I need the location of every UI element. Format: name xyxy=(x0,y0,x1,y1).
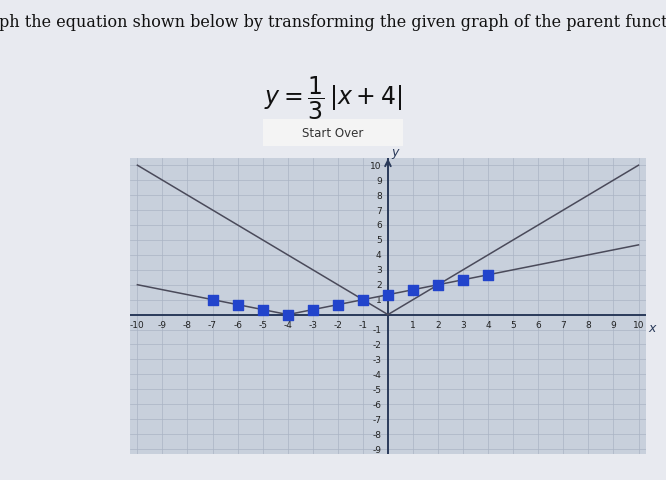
Text: 1: 1 xyxy=(410,320,416,329)
Text: 10: 10 xyxy=(370,161,382,170)
Text: 6: 6 xyxy=(535,320,541,329)
Point xyxy=(282,311,293,319)
Text: 2: 2 xyxy=(376,281,382,289)
Text: 2: 2 xyxy=(436,320,441,329)
Point xyxy=(408,286,418,294)
Text: -2: -2 xyxy=(334,320,342,329)
Text: 4: 4 xyxy=(376,251,382,260)
Text: Graph the equation shown below by transforming the given graph of the parent fun: Graph the equation shown below by transf… xyxy=(0,14,666,31)
Text: -10: -10 xyxy=(130,320,145,329)
Text: -9: -9 xyxy=(158,320,167,329)
Text: -3: -3 xyxy=(308,320,317,329)
Text: -4: -4 xyxy=(283,320,292,329)
Text: -1: -1 xyxy=(358,320,368,329)
Text: 7: 7 xyxy=(376,206,382,215)
Point xyxy=(308,306,318,314)
Point xyxy=(358,296,368,304)
Text: 9: 9 xyxy=(376,176,382,185)
Text: 3: 3 xyxy=(460,320,466,329)
Text: 5: 5 xyxy=(376,236,382,245)
Text: 3: 3 xyxy=(376,266,382,275)
Point xyxy=(232,301,243,309)
Text: -6: -6 xyxy=(233,320,242,329)
Text: 6: 6 xyxy=(376,221,382,230)
Text: 9: 9 xyxy=(611,320,616,329)
Text: x: x xyxy=(649,322,656,335)
Text: -7: -7 xyxy=(208,320,217,329)
Point xyxy=(433,281,444,289)
Text: y: y xyxy=(391,145,398,158)
Text: 4: 4 xyxy=(486,320,491,329)
Text: -7: -7 xyxy=(373,415,382,424)
Text: -9: -9 xyxy=(373,444,382,454)
Text: -4: -4 xyxy=(373,370,382,379)
Point xyxy=(458,276,468,284)
Text: -3: -3 xyxy=(373,355,382,364)
Point xyxy=(257,306,268,314)
Text: -8: -8 xyxy=(373,430,382,439)
Text: -6: -6 xyxy=(373,400,382,409)
Point xyxy=(207,296,218,304)
Text: -5: -5 xyxy=(373,385,382,394)
Text: $y = \dfrac{1}{3}\,|x+4|$: $y = \dfrac{1}{3}\,|x+4|$ xyxy=(264,74,402,121)
Text: -1: -1 xyxy=(373,325,382,335)
Text: 8: 8 xyxy=(585,320,591,329)
FancyBboxPatch shape xyxy=(252,118,414,148)
Text: -8: -8 xyxy=(183,320,192,329)
Text: -5: -5 xyxy=(258,320,267,329)
Text: 5: 5 xyxy=(510,320,516,329)
Text: 7: 7 xyxy=(561,320,566,329)
Point xyxy=(483,271,494,279)
Point xyxy=(382,291,393,299)
Text: Start Over: Start Over xyxy=(302,127,364,140)
Text: 8: 8 xyxy=(376,191,382,200)
Point xyxy=(332,301,343,309)
Text: 10: 10 xyxy=(633,320,644,329)
Text: 1: 1 xyxy=(376,296,382,304)
Text: -2: -2 xyxy=(373,340,382,349)
